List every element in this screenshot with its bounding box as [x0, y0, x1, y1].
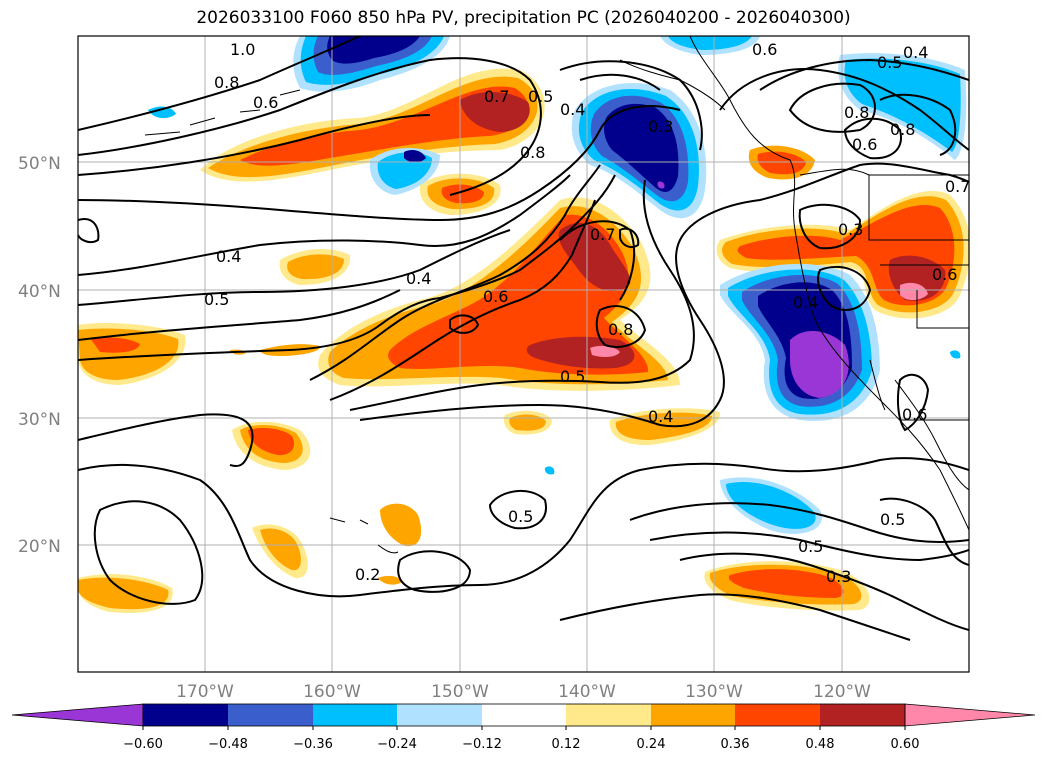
contour-label: 0.3: [826, 567, 851, 586]
colorbar-segment: [651, 704, 735, 726]
graticule: [78, 36, 969, 672]
contour-label: 0.5: [508, 507, 533, 526]
contour-labels: 1.0 0.8 0.6 0.7 0.5 0.4 0.3 0.8 0.6 0.5 …: [204, 40, 970, 586]
map-area: 1.0 0.8 0.6 0.7 0.5 0.4 0.3 0.8 0.6 0.5 …: [78, 36, 970, 672]
contour-label: 0.8: [214, 73, 239, 92]
colorbar-segment: [397, 704, 482, 726]
colorbar-outline: [142, 703, 906, 727]
contour-label: 0.6: [752, 40, 777, 59]
contour-label: 0.8: [608, 320, 633, 339]
colorbar-tick-label: −0.12: [462, 737, 502, 752]
lon-label: 150°W: [431, 682, 489, 702]
colorbar-tick-label: 0.48: [806, 737, 835, 752]
colorbar-tick-label: −0.48: [208, 737, 248, 752]
contour-label: 0.6: [852, 135, 877, 154]
contour-label: 0.7: [484, 87, 509, 106]
colorbar-tick-label: 0.36: [721, 737, 750, 752]
lon-label: 140°W: [558, 682, 616, 702]
contour-label: 0.3: [838, 220, 863, 239]
colorbar-segment: [566, 704, 651, 726]
longitude-labels: 170°W 160°W 150°W 140°W 130°W 120°W: [176, 682, 871, 702]
contour-label: 0.6: [253, 93, 278, 112]
contour-label: 0.8: [844, 103, 869, 122]
map-title: 2026033100 F060 850 hPa PV, precipitatio…: [196, 8, 851, 28]
contour-label: 0.7: [590, 225, 615, 244]
colorbar-tick-label: −0.24: [377, 737, 417, 752]
colorbar-segment: [482, 704, 566, 726]
lat-label: 30°N: [18, 410, 61, 430]
contour-label: 1.0: [230, 40, 255, 59]
contour-label: 0.4: [903, 43, 928, 62]
lon-label: 170°W: [176, 682, 234, 702]
contour-label: 0.3: [648, 117, 673, 136]
colorbar-segment: [143, 704, 228, 726]
colorbar-tick-label: −0.36: [293, 737, 333, 752]
contour-label: 0.2: [355, 565, 380, 584]
contour-label: 0.6: [932, 265, 957, 284]
lon-label: 160°W: [303, 682, 361, 702]
contour-label: 0.4: [406, 269, 431, 288]
contour-label: 0.6: [902, 405, 927, 424]
colorbar-segment: [735, 704, 820, 726]
contour-label: 0.7: [945, 177, 970, 196]
coastlines: [144, 36, 969, 554]
lat-label: 40°N: [18, 282, 61, 302]
contour-label: 0.4: [793, 293, 818, 312]
contour-label: 0.8: [890, 120, 915, 139]
colorbar-tick-label: 0.12: [552, 737, 581, 752]
map-frame: [77, 35, 970, 673]
lat-label: 50°N: [18, 154, 61, 174]
colorbar: −0.60 −0.48 −0.36 −0.24 −0.12 0.12 0.24 0.36 0.4…: [11, 703, 1036, 752]
contour-label: 0.5: [528, 87, 553, 106]
lat-label: 20°N: [18, 537, 61, 557]
contour-label: 0.4: [560, 100, 585, 119]
latitude-labels: 50°N 40°N 30°N 20°N: [18, 154, 61, 557]
contour-label: 0.6: [483, 287, 508, 306]
contour-label: 0.4: [648, 407, 673, 426]
contour-label: 0.5: [877, 53, 902, 72]
contour-label: 0.5: [880, 510, 905, 529]
colorbar-tick-label: −0.60: [123, 737, 163, 752]
colorbar-extend-high: [904, 703, 1036, 727]
lon-label: 120°W: [813, 682, 871, 702]
contour-label: 0.5: [798, 537, 823, 556]
colorbar-extend-low: [11, 703, 144, 727]
colorbar-segment: [228, 704, 313, 726]
contour-label: 0.8: [520, 143, 545, 162]
pv-contours: [78, 36, 969, 641]
positive-anomaly-shading: [78, 68, 969, 613]
negative-anomaly-shading: [148, 36, 967, 534]
colorbar-segment: [313, 704, 397, 726]
colorbar-tick-label: 0.60: [891, 737, 920, 752]
colorbar-segment: [820, 704, 905, 726]
contour-label: 0.4: [216, 247, 241, 266]
colorbar-tick-label: 0.24: [637, 737, 666, 752]
contour-label: 0.5: [560, 367, 585, 386]
lon-label: 130°W: [685, 682, 743, 702]
contour-label: 0.5: [204, 290, 229, 309]
